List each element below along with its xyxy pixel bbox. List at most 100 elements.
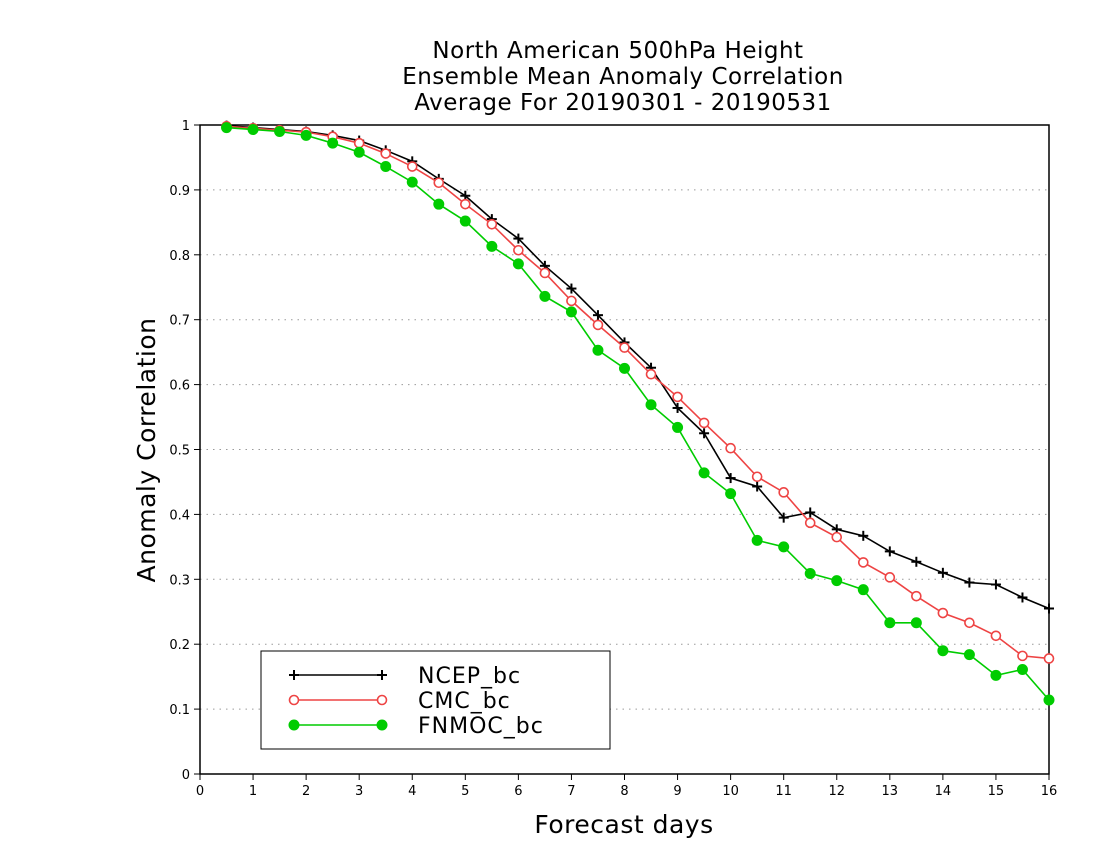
data-point-filled-circle (1016, 664, 1028, 676)
data-point-open-circle (1043, 653, 1055, 664)
data-point-open-circle (698, 417, 710, 429)
data-point-filled-circle (990, 669, 1002, 681)
data-point-filled-circle (353, 146, 365, 158)
data-point-filled-circle (274, 125, 286, 137)
series-layer (221, 120, 1055, 706)
x-axis-ticks: 0 1 2 3 4 5 6 7 8 9 10 11 12 13 14 15 16 (196, 774, 1057, 799)
data-point-plus (566, 283, 577, 294)
data-point-plus (289, 670, 299, 680)
data-point-plus (884, 546, 895, 557)
y-tick-label: 0.4 (169, 508, 190, 523)
data-point-filled-circle (963, 649, 975, 661)
y-tick-label: 0 (182, 768, 190, 783)
data-point-plus (752, 481, 763, 492)
legend-item: FNMOC_bc (288, 714, 544, 739)
title-line-2: Ensemble Mean Anomaly Correlation (402, 64, 844, 90)
data-point-open-circle (513, 244, 524, 256)
x-tick-label: 11 (775, 784, 792, 799)
x-tick-label: 0 (196, 784, 204, 799)
data-point-open-circle (857, 557, 869, 568)
data-point-plus (805, 507, 816, 518)
legend-item: CMC_bc (288, 689, 511, 714)
data-point-open-circle (460, 198, 471, 210)
data-point-plus (990, 579, 1001, 590)
data-point-plus (778, 512, 789, 523)
data-point-open-circle (725, 442, 736, 454)
x-tick-label: 13 (882, 784, 899, 799)
data-point-filled-circle (565, 306, 577, 318)
data-point-plus (964, 577, 975, 588)
data-point-filled-circle (539, 290, 551, 302)
data-point-open-circle (486, 218, 498, 230)
y-axis-label: Anomaly Correlation (132, 318, 161, 583)
data-point-filled-circle (1043, 694, 1055, 706)
data-point-open-circle (884, 572, 896, 583)
data-point-plus (911, 556, 922, 567)
data-point-open-circle (406, 161, 418, 172)
y-tick-label: 1 (182, 119, 190, 134)
data-point-plus (592, 310, 603, 321)
data-point-open-circle (911, 590, 922, 602)
x-tick-label: 8 (620, 784, 628, 799)
data-point-open-circle (433, 177, 445, 189)
data-point-open-circle (831, 531, 843, 543)
data-point-open-circle (539, 267, 551, 279)
data-point-filled-circle (725, 488, 737, 500)
y-tick-label: 0.2 (169, 638, 190, 653)
data-point-open-circle (592, 319, 604, 331)
data-point-filled-circle (433, 198, 445, 210)
x-tick-label: 3 (355, 784, 363, 799)
data-point-filled-circle (751, 534, 763, 546)
data-point-filled-circle (778, 541, 790, 553)
data-point-open-circle (619, 342, 630, 353)
data-point-filled-circle (592, 344, 604, 356)
y-tick-label: 0.5 (169, 444, 190, 459)
data-point-plus (937, 567, 948, 578)
data-point-filled-circle (804, 567, 816, 579)
legend-label: CMC_bc (418, 689, 511, 714)
data-point-filled-circle (221, 122, 233, 134)
data-point-filled-circle (459, 215, 471, 227)
data-point-filled-circle (380, 161, 392, 173)
data-point-filled-circle (300, 129, 312, 141)
data-point-open-circle (672, 391, 683, 403)
x-tick-label: 6 (514, 784, 522, 799)
series-line (226, 125, 1050, 660)
data-point-plus (699, 428, 710, 439)
title-line-3: Average For 20190301 - 20190531 (414, 90, 832, 116)
y-axis-ticks: 0 0.1 0.2 0.3 0.4 0.5 0.6 0.7 0.8 0.9 1 (169, 119, 200, 783)
data-point-open-circle (964, 617, 975, 629)
data-point-plus (1044, 603, 1054, 614)
x-tick-label: 16 (1041, 784, 1058, 799)
y-tick-label: 0.1 (169, 703, 190, 718)
data-point-filled-circle (937, 645, 949, 657)
legend-label: FNMOC_bc (418, 714, 544, 739)
x-tick-label: 7 (567, 784, 575, 799)
data-point-filled-circle (288, 719, 300, 731)
y-tick-label: 0.7 (169, 314, 190, 329)
series-cmc-bc (221, 120, 1055, 664)
data-point-plus (672, 402, 683, 413)
y-tick-label: 0.6 (169, 379, 190, 394)
chart-title: North American 500hPa Height Ensemble Me… (402, 38, 844, 116)
data-point-filled-circle (910, 617, 922, 629)
data-point-plus (377, 670, 387, 680)
data-point-filled-circle (247, 124, 259, 136)
data-point-plus (858, 530, 869, 541)
data-point-open-circle (1017, 650, 1028, 662)
title-line-1: North American 500hPa Height (432, 38, 803, 64)
data-point-open-circle (804, 517, 816, 529)
data-point-open-circle (376, 694, 388, 706)
data-point-open-circle (990, 630, 1002, 642)
x-tick-label: 14 (935, 784, 952, 799)
x-tick-label: 4 (408, 784, 416, 799)
x-tick-label: 2 (302, 784, 310, 799)
data-point-open-circle (288, 694, 300, 706)
data-point-plus (1017, 592, 1028, 603)
legend-label: NCEP_bc (418, 664, 521, 689)
data-point-open-circle (778, 487, 789, 498)
